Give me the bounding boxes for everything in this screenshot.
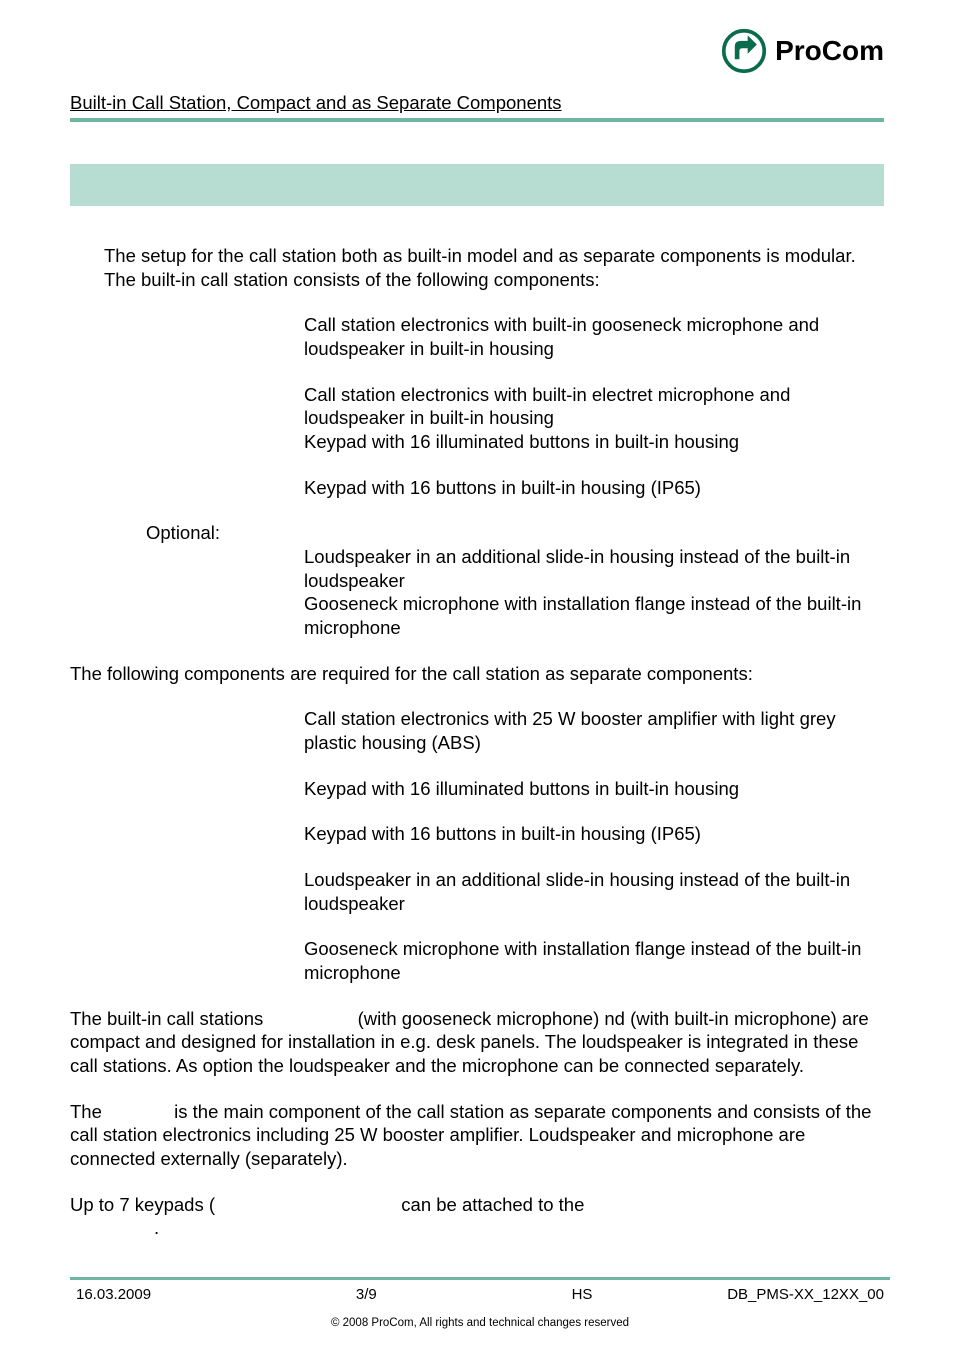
footer-row: 16.03.2009 3/9 HS DB_PMS-XX_12XX_00	[70, 1286, 890, 1303]
brand-logo: ProCom	[721, 28, 884, 74]
separate-3: Keypad with 16 buttons in built-in housi…	[304, 822, 884, 846]
footer-rule	[70, 1277, 890, 1280]
separate-1: Call station electronics with 25 W boost…	[304, 707, 884, 754]
builtin-item-1: Call station electronics with built-in g…	[104, 313, 884, 360]
title-rule	[70, 118, 884, 122]
footer-date: 16.03.2009	[76, 1286, 151, 1303]
page: ProCom Built-in Call Station, Compact an…	[0, 0, 954, 1351]
intro-p2: The built-in call station consists of th…	[104, 268, 884, 292]
footer-initials: HS	[572, 1286, 593, 1303]
separate-2: Keypad with 16 illuminated buttons in bu…	[304, 777, 884, 801]
para-builtin: The built-in call stations (with goosene…	[70, 1007, 884, 1078]
para2-a: The	[70, 1101, 102, 1122]
para3-b: can be attached to the	[401, 1194, 584, 1215]
footer-doc-code: DB_PMS-XX_12XX_00	[727, 1286, 884, 1303]
para-keypads: Up to 7 keypads ( can be attached to the…	[70, 1193, 884, 1240]
para3-dot: .	[70, 1216, 884, 1240]
footer: 16.03.2009 3/9 HS DB_PMS-XX_12XX_00 © 20…	[70, 1277, 890, 1329]
builtin-item-2: Call station electronics with built-in e…	[104, 383, 884, 454]
builtin-desc-3: Keypad with 16 buttons in built-in housi…	[304, 476, 884, 500]
para1-b: (with gooseneck microphone) nd	[358, 1008, 625, 1029]
para2-b: is the main component of the call statio…	[70, 1101, 871, 1169]
footer-copyright: © 2008 ProCom, All rights and technical …	[70, 1317, 890, 1329]
section-band	[70, 164, 884, 206]
intro-block: The setup for the call station both as b…	[104, 244, 884, 291]
separate-intro-text: The following components are required fo…	[70, 662, 884, 686]
optional-1: Loudspeaker in an additional slide-in ho…	[304, 545, 884, 592]
intro-p1: The setup for the call station both as b…	[104, 244, 884, 268]
para3-a: Up to 7 keypads (	[70, 1194, 215, 1215]
para-main-component: The is the main component of the call st…	[70, 1100, 884, 1171]
optional-2: Gooseneck microphone with installation f…	[304, 592, 884, 639]
content: The setup for the call station both as b…	[70, 244, 884, 1240]
brand-name: ProCom	[775, 35, 884, 67]
optional-label: Optional:	[104, 521, 884, 545]
optional-items: Loudspeaker in an additional slide-in ho…	[104, 545, 884, 640]
builtin-desc-1: Call station electronics with built-in g…	[304, 313, 884, 360]
footer-page: 3/9	[356, 1286, 377, 1303]
builtin-desc-2a: Call station electronics with built-in e…	[304, 383, 884, 430]
separate-4: Loudspeaker in an additional slide-in ho…	[304, 868, 884, 915]
header: ProCom	[70, 28, 884, 74]
logo-icon	[721, 28, 767, 74]
builtin-desc-2b: Keypad with 16 illuminated buttons in bu…	[304, 430, 884, 454]
separate-intro: The following components are required fo…	[70, 662, 884, 686]
para1-a: The built-in call stations	[70, 1008, 263, 1029]
separate-list: Call station electronics with 25 W boost…	[70, 707, 884, 984]
builtin-item-3: Keypad with 16 buttons in built-in housi…	[104, 476, 884, 500]
document-title: Built-in Call Station, Compact and as Se…	[70, 92, 884, 114]
separate-5: Gooseneck microphone with installation f…	[304, 937, 884, 984]
